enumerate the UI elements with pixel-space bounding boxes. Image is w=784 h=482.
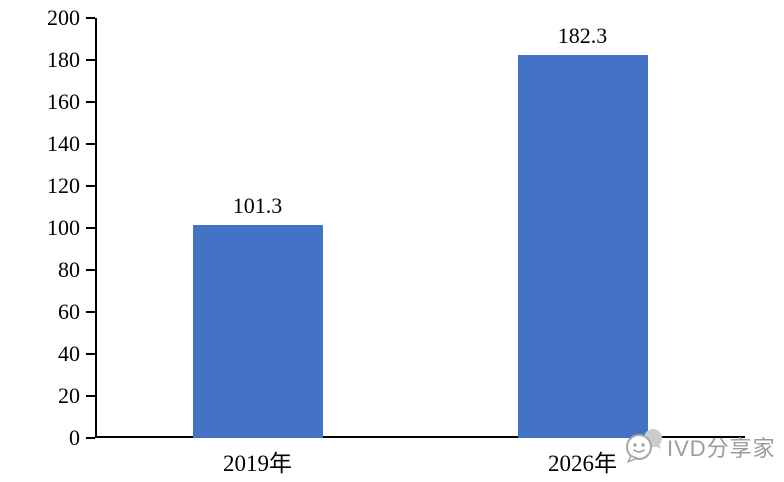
y-axis-tick-mark — [86, 269, 95, 271]
y-axis-tick-mark — [86, 185, 95, 187]
y-axis-tick-mark — [86, 143, 95, 145]
y-axis-tick-mark — [86, 353, 95, 355]
y-axis-tick-label: 200 — [47, 5, 80, 30]
y-axis-tick-mark — [86, 101, 95, 103]
y-axis-tick-label: 140 — [47, 131, 80, 156]
x-axis-category-label: 2026年 — [548, 451, 617, 476]
y-axis-tick-mark — [86, 59, 95, 61]
bar-2026年 — [517, 55, 648, 438]
y-axis-tick-mark — [86, 227, 95, 229]
bar-value-label: 182.3 — [557, 23, 608, 49]
x-axis-category-label: 2019年 — [223, 451, 292, 476]
watermark: IVD分享家 — [625, 427, 776, 470]
bar-value-label: 101.3 — [232, 193, 283, 219]
y-axis-tick-label: 160 — [47, 89, 80, 114]
y-axis-tick-mark — [86, 437, 95, 439]
y-axis-tick-mark — [86, 311, 95, 313]
y-axis-tick-mark — [86, 17, 95, 19]
y-axis-tick-label: 100 — [47, 215, 80, 240]
y-axis-tick-label: 40 — [58, 341, 80, 366]
watermark-text: IVD分享家 — [667, 435, 776, 461]
y-axis-tick-label: 0 — [69, 425, 80, 450]
plot-area — [95, 18, 745, 438]
y-axis-tick-label: 60 — [58, 299, 80, 324]
y-axis-tick-label: 120 — [47, 173, 80, 198]
y-axis-tick-mark — [86, 395, 95, 397]
bar-2019年 — [192, 225, 323, 438]
y-axis-tick-label: 180 — [47, 47, 80, 72]
y-axis-tick-label: 80 — [58, 257, 80, 282]
y-axis-tick-label: 20 — [58, 383, 80, 408]
wechat-icon — [625, 427, 665, 470]
